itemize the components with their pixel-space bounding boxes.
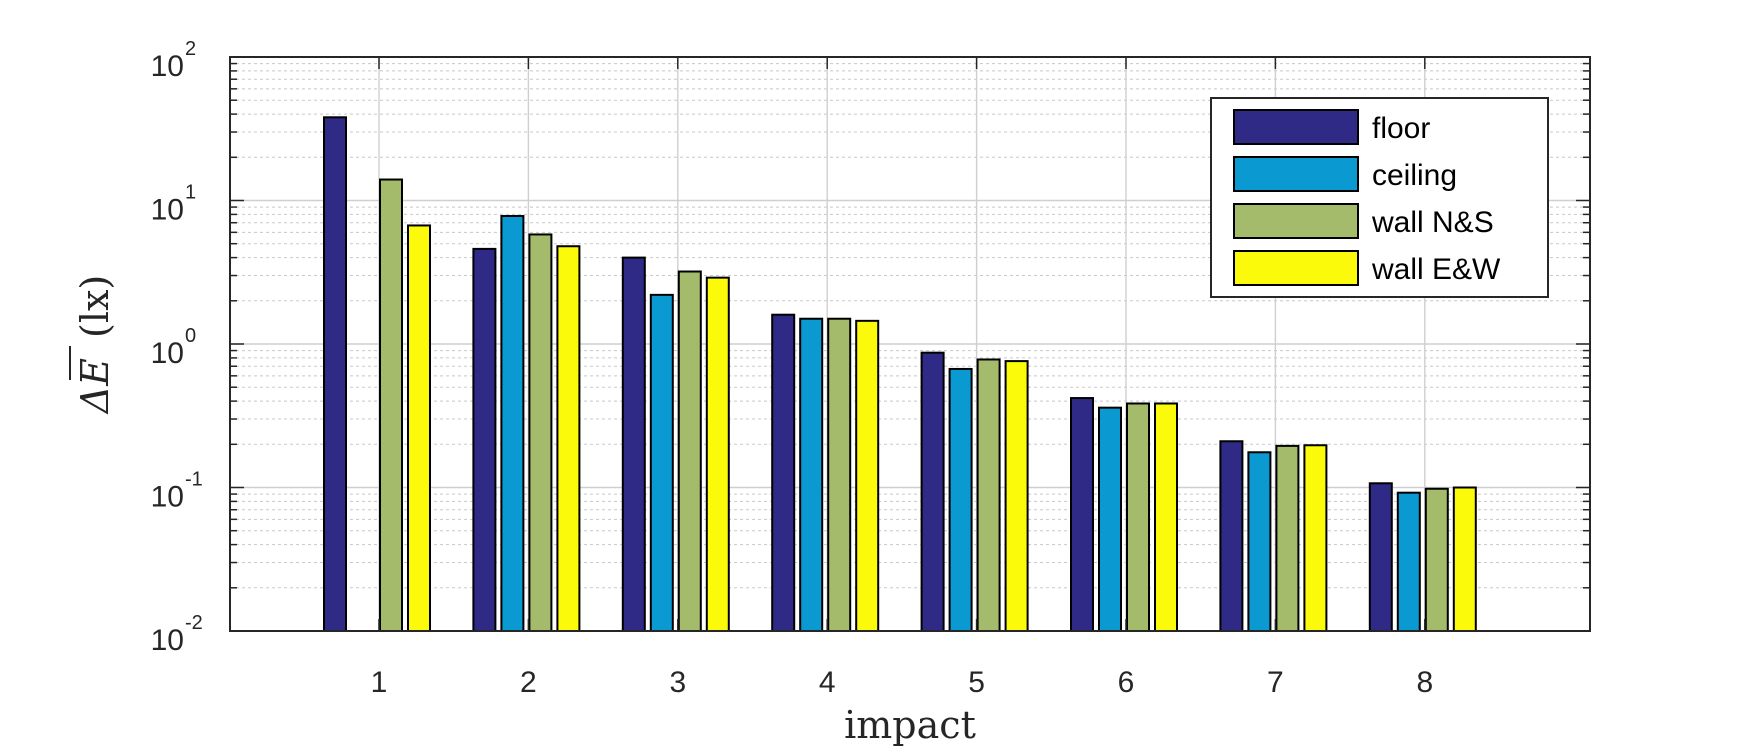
x-tick-label: 5 xyxy=(968,666,985,699)
legend-swatch-wall-n-s xyxy=(1233,203,1359,239)
y-tick-label-exponent: 0 xyxy=(185,325,196,347)
x-tick-label: 1 xyxy=(371,666,388,699)
x-tick-label: 6 xyxy=(1118,666,1135,699)
bar-wall-e-w-1 xyxy=(407,224,431,633)
bar-floor-4 xyxy=(771,313,796,632)
legend-label: wall E&W xyxy=(1371,253,1501,286)
bar-floor-8 xyxy=(1368,482,1393,632)
bar-wall-e-w-4 xyxy=(855,319,880,632)
y-tick-label-exponent: -2 xyxy=(185,612,203,634)
bar-wall-n-s-2 xyxy=(528,233,553,632)
tick-marks xyxy=(230,56,1590,632)
legend-swatch-ceiling xyxy=(1233,156,1359,192)
x-tick-label: 7 xyxy=(1267,666,1284,699)
bar-floor-3 xyxy=(621,256,646,632)
bar-ceiling-3 xyxy=(649,293,674,632)
bar-ceiling-4 xyxy=(799,317,824,632)
y-tick-label: 10-1 xyxy=(151,469,203,514)
y-tick-label: 10-2 xyxy=(151,612,203,657)
bar-wall-e-w-8 xyxy=(1452,486,1477,632)
x-tick-label: 3 xyxy=(669,666,686,699)
bars xyxy=(323,116,1477,633)
x-axis-label: impact xyxy=(844,703,976,747)
y-tick-label: 102 xyxy=(151,38,197,83)
y-tick-label-exponent: 1 xyxy=(185,182,196,204)
y-tick-label-base: 10 xyxy=(151,337,184,370)
x-tick-label: 8 xyxy=(1416,666,1433,699)
bar-wall-n-s-6 xyxy=(1126,402,1150,632)
y-tick-label-base: 10 xyxy=(151,624,184,657)
bar-wall-n-s-1 xyxy=(379,178,403,632)
bar-wall-e-w-3 xyxy=(705,276,730,632)
y-axis-label: ΔE (lx) xyxy=(69,275,117,416)
y-tick-label-base: 10 xyxy=(151,481,184,514)
bar-floor-1 xyxy=(323,116,347,633)
x-tick-label: 2 xyxy=(520,666,537,699)
y-tick-label-exponent: -1 xyxy=(185,469,203,491)
bar-wall-n-s-3 xyxy=(677,270,702,632)
legend: floor ceiling wall N&S wall E&W xyxy=(1210,97,1549,298)
bar-wall-e-w-7 xyxy=(1303,444,1328,633)
legend-swatch-floor xyxy=(1233,109,1359,145)
y-tick-label: 100 xyxy=(151,325,197,370)
bar-floor-7 xyxy=(1219,440,1244,632)
y-tick-label-base: 10 xyxy=(151,194,184,227)
bar-ceiling-2 xyxy=(500,214,525,632)
y-tick-label: 101 xyxy=(151,182,197,227)
legend-label: floor xyxy=(1372,112,1430,145)
y-axis-label-main: ΔE xyxy=(73,358,117,415)
x-tick-label: 4 xyxy=(819,666,836,699)
bar-wall-e-w-6 xyxy=(1154,402,1178,632)
y-tick-label-base: 10 xyxy=(151,50,184,83)
y-tick-label-exponent: 2 xyxy=(185,38,196,60)
x-tick-labels: 1 2 3 4 5 6 7 8 xyxy=(371,666,1433,699)
bar-wall-n-s-7 xyxy=(1275,444,1300,632)
bar-ceiling-7 xyxy=(1247,451,1272,632)
bar-wall-n-s-5 xyxy=(976,358,1001,632)
svg-text:ΔE (lx): ΔE (lx) xyxy=(73,275,117,416)
bar-wall-e-w-2 xyxy=(556,245,581,632)
legend-swatch-wall-e-w xyxy=(1233,250,1359,286)
legend-label: ceiling xyxy=(1372,159,1457,192)
bar-ceiling-8 xyxy=(1396,491,1421,632)
bar-wall-n-s-8 xyxy=(1424,487,1449,632)
y-axis-label-unit: (lx) xyxy=(73,275,117,338)
bar-floor-6 xyxy=(1070,397,1094,632)
bar-floor-5 xyxy=(920,351,945,632)
legend-label: wall N&S xyxy=(1371,206,1494,239)
bar-wall-n-s-4 xyxy=(827,317,852,632)
bar-floor-2 xyxy=(472,247,497,632)
bar-ceiling-5 xyxy=(948,367,973,632)
bar-wall-e-w-5 xyxy=(1004,360,1029,632)
bar-ceiling-6 xyxy=(1098,406,1122,632)
